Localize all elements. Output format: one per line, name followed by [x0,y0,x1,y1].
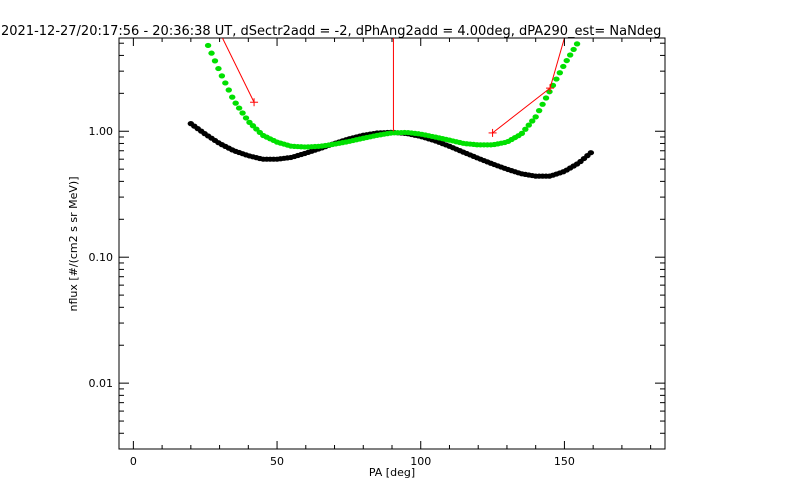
series-point [532,114,539,120]
x-tick-label: 0 [130,455,137,468]
series-point [535,108,543,114]
y-tick-label: 1.00 [89,125,114,138]
series-point [563,57,570,64]
series-point [211,58,219,64]
annotation-segment [222,38,255,103]
annotation-line [549,38,565,89]
series-point [208,50,215,56]
series-point [235,105,243,111]
data-layer [187,38,595,179]
series-point [539,101,546,107]
ticks-layer: 0 50 100 150 0.01 0.10 1.00 [89,38,665,468]
series-point [573,41,581,47]
y-tick-label: 0.10 [89,251,114,264]
series-point [218,73,226,79]
y-axis-label: nflux [#/(cm2 s sr MeV)] [67,177,80,312]
series-point [222,80,229,86]
annotation-segment [549,38,565,89]
series-point [204,42,212,49]
series-point [560,63,567,70]
annotation-segment [492,87,551,134]
series-point [587,150,595,156]
series-point [232,100,239,106]
chart-title: 2021-12-27/20:17:56 - 20:36:38 UT, dSect… [1,24,661,39]
series-green [204,41,581,150]
series-point [553,76,560,82]
series-point [229,94,236,100]
y-tick-label: 0.01 [89,377,114,390]
x-tick-label: 100 [410,455,431,468]
series-point [566,52,574,58]
series-point [518,130,526,136]
series-point [242,115,250,121]
series-point [522,126,529,132]
plot-frame [118,37,666,450]
series-point [529,118,536,124]
annotation-line [488,84,555,137]
series-black [187,121,595,179]
x-tick-label: 50 [270,455,284,468]
x-tick-label: 150 [554,455,575,468]
series-point [570,46,577,53]
series-point [556,70,564,76]
series-point [215,65,222,72]
annotation-line [222,38,259,107]
series-point [239,110,246,116]
x-axis-label: PA [deg] [369,466,415,479]
series-point [542,95,550,101]
series-point [225,87,232,93]
series-point [525,122,532,128]
